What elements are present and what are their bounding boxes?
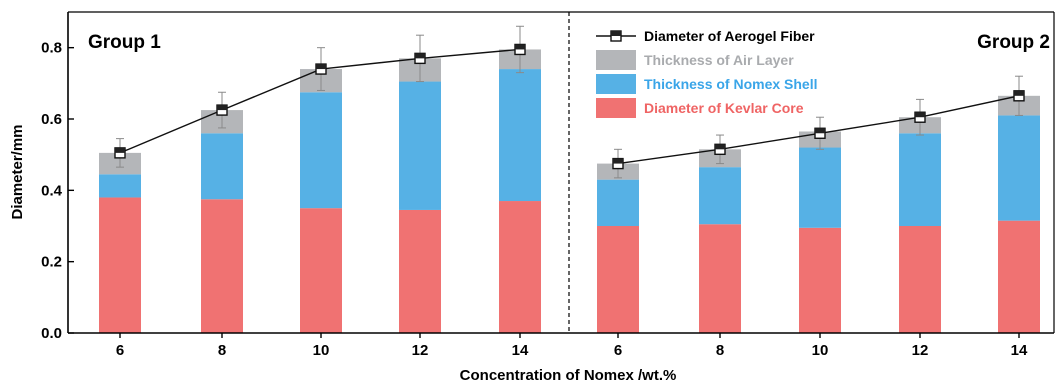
bar-segment-2-1 bbox=[99, 174, 141, 198]
markers-layer bbox=[114, 43, 1025, 170]
legend-label-1: Thickness of Air Layer bbox=[644, 52, 794, 68]
bar-segment-1-10 bbox=[998, 220, 1040, 333]
bar-segment-2-9 bbox=[899, 133, 941, 226]
marker-top-half-1 bbox=[115, 147, 125, 153]
marker-top-half-4 bbox=[415, 53, 425, 59]
marker-top-half-10 bbox=[1014, 90, 1024, 96]
bar-segment-1-5 bbox=[499, 201, 541, 333]
legend-label-2: Thickness of Nomex Shell bbox=[644, 76, 818, 92]
bar-segment-2-6 bbox=[597, 179, 639, 226]
bar-segment-2-2 bbox=[201, 133, 243, 200]
bar-segment-1-1 bbox=[99, 197, 141, 333]
group-2-label: Group 2 bbox=[977, 32, 1050, 53]
legend-swatch-1 bbox=[596, 50, 636, 70]
legend: Diameter of Aerogel Fiber Thickness of Ai… bbox=[596, 28, 818, 118]
legend-label-3: Diameter of Kevlar Core bbox=[644, 100, 804, 116]
bar-segment-1-4 bbox=[399, 209, 441, 333]
marker-top-half-5 bbox=[515, 44, 525, 50]
bar-segment-1-8 bbox=[799, 227, 841, 333]
x-tick-label-group-1-3: 10 bbox=[313, 342, 330, 359]
x-tick-label-group-1-5: 14 bbox=[512, 342, 529, 359]
marker-top-half-2 bbox=[217, 105, 227, 111]
marker-top-half-3 bbox=[316, 64, 326, 70]
legend-label-aerogel-fiber: Diameter of Aerogel Fiber bbox=[644, 28, 815, 44]
marker-top-half-6 bbox=[613, 158, 623, 164]
bar-segment-2-10 bbox=[998, 115, 1040, 221]
y-tick-label-1: 0.0 bbox=[41, 325, 62, 342]
y-axis-title: Diameter/mm bbox=[9, 124, 26, 219]
legend-marker-sample-top bbox=[611, 31, 621, 36]
x-axis-title: Concentration of Nomex /wt.% bbox=[460, 367, 677, 384]
x-tick-label-group-2-2: 8 bbox=[716, 342, 724, 359]
bar-segment-1-7 bbox=[699, 224, 741, 333]
legend-swatch-2 bbox=[596, 74, 636, 94]
y-tick-label-2: 0.2 bbox=[41, 254, 62, 271]
marker-top-half-7 bbox=[715, 144, 725, 150]
bar-segment-2-7 bbox=[699, 167, 741, 225]
group-1-label: Group 1 bbox=[88, 32, 161, 53]
x-tick-label-group-1-1: 6 bbox=[116, 342, 124, 359]
marker-top-half-8 bbox=[815, 128, 825, 134]
bar-segment-1-3 bbox=[300, 208, 342, 333]
legend-swatch-3 bbox=[596, 98, 636, 118]
bar-segment-2-4 bbox=[399, 81, 441, 210]
x-tick-label-group-1-2: 8 bbox=[218, 342, 226, 359]
marker-top-half-9 bbox=[915, 112, 925, 118]
x-tick-label-group-2-3: 10 bbox=[812, 342, 829, 359]
y-tick-label-3: 0.4 bbox=[41, 182, 63, 199]
x-tick-label-group-2-4: 12 bbox=[912, 342, 929, 359]
x-tick-label-group-2-5: 14 bbox=[1011, 342, 1028, 359]
bar-segment-1-9 bbox=[899, 226, 941, 333]
y-tick-label-5: 0.8 bbox=[41, 40, 62, 57]
bar-segment-2-8 bbox=[799, 147, 841, 228]
axes-layer: 0.0 0.2 0.4 0.6 0.8 6 8 10 12 14 6 8 10 12 14 bbox=[41, 11, 1055, 359]
bar-segment-2-5 bbox=[499, 69, 541, 202]
x-tick-label-group-2-1: 6 bbox=[614, 342, 622, 359]
bar-segment-2-3 bbox=[300, 92, 342, 209]
x-tick-label-group-1-4: 12 bbox=[412, 342, 429, 359]
y-tick-label-4: 0.6 bbox=[41, 111, 62, 128]
bar-segment-1-2 bbox=[201, 199, 243, 333]
bar-segment-1-6 bbox=[597, 226, 639, 333]
